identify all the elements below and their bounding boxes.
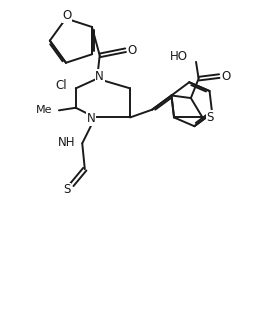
Text: N: N [95,70,104,83]
Text: S: S [63,183,70,196]
Text: S: S [206,111,214,124]
Text: O: O [63,9,72,22]
Text: O: O [221,70,230,83]
Text: NH: NH [58,136,76,149]
Text: O: O [127,44,137,57]
Text: Cl: Cl [56,79,67,92]
Text: N: N [87,112,96,125]
Text: Me: Me [36,105,53,115]
Text: HO: HO [170,50,188,63]
